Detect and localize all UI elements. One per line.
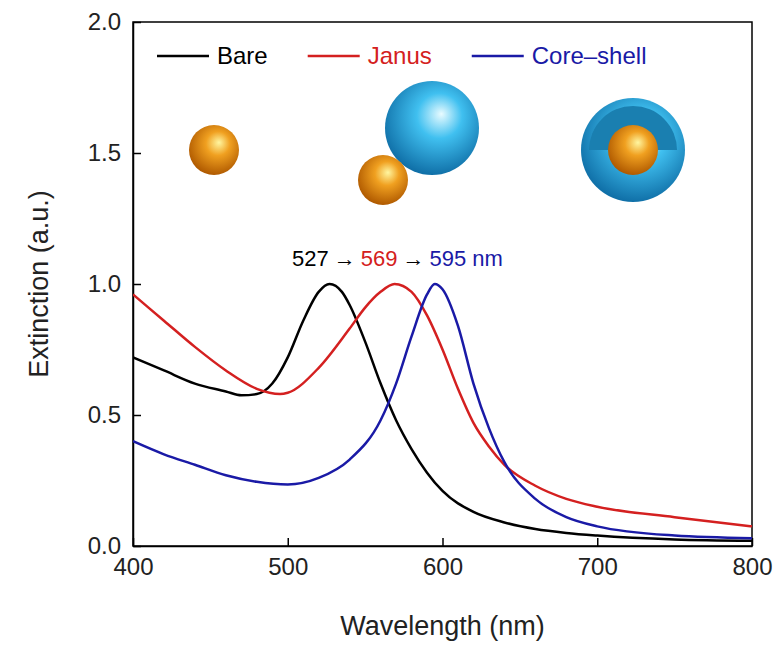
y-tick: 1.5 (88, 139, 141, 166)
y-tick-mark (133, 546, 141, 548)
legend-swatch (308, 55, 360, 58)
legend: Bare Janus Core–shell (157, 42, 646, 69)
coreshell-shell (581, 98, 685, 202)
legend-swatch (157, 55, 209, 58)
legend-label: Core–shell (532, 42, 647, 69)
coreshell-core (608, 125, 658, 175)
y-tick-mark (133, 284, 141, 286)
annotation-part: → (334, 246, 356, 271)
janus-core (358, 155, 408, 205)
x-tick-mark (442, 538, 444, 546)
chart: 4005006007008000.00.51.01.52.0BareJanusC… (0, 0, 784, 653)
y-tick: 2.0 (88, 8, 141, 35)
series-lines (133, 284, 752, 541)
series-line (133, 284, 752, 541)
y-tick-label: 2.0 (88, 8, 121, 35)
y-tick-mark (133, 153, 141, 155)
x-tick-label: 500 (268, 553, 308, 580)
x-tick: 700 (578, 538, 618, 580)
y-tick-label: 0.0 (88, 532, 121, 559)
plot-area: 4005006007008000.00.51.01.52.0 (88, 8, 773, 580)
x-tick-label: 800 (732, 553, 772, 580)
annotation-part: 569 (361, 246, 398, 271)
bare-particle (189, 125, 239, 175)
x-tick-label: 600 (423, 553, 463, 580)
x-tick: 500 (268, 538, 308, 580)
x-tick-label: 700 (578, 553, 618, 580)
y-tick-label: 1.5 (88, 139, 121, 166)
x-tick: 800 (732, 538, 772, 580)
x-axis: 400500600700800 (113, 538, 772, 580)
illustrations (189, 81, 685, 205)
y-tick-mark (133, 415, 141, 417)
x-axis-title: Wavelength (nm) (340, 611, 545, 641)
legend-label: Bare (217, 42, 268, 69)
y-tick: 0.0 (88, 532, 141, 559)
annotation-part: 595 nm (429, 246, 502, 271)
y-tick: 0.5 (88, 401, 141, 428)
series-line (133, 284, 752, 526)
x-tick: 600 (423, 538, 463, 580)
annotation: 527→569→595 nm (292, 246, 503, 271)
y-tick-label: 0.5 (88, 401, 121, 428)
y-axis: 0.0 0.5 1.0 1.5 2.0 (88, 8, 141, 559)
series-line (133, 284, 752, 538)
plot-frame (133, 22, 752, 546)
x-tick-mark (597, 538, 599, 546)
annotation-part: 527 (292, 246, 329, 271)
x-tick-mark (288, 538, 290, 546)
y-tick-mark (133, 22, 141, 24)
y-tick: 1.0 (88, 270, 141, 297)
y-tick-label: 1.0 (88, 270, 121, 297)
legend-label: Janus (368, 42, 432, 69)
legend-swatch (472, 55, 524, 58)
y-axis-title: Extinction (a.u.) (24, 190, 54, 378)
annotation-part: → (402, 246, 424, 271)
